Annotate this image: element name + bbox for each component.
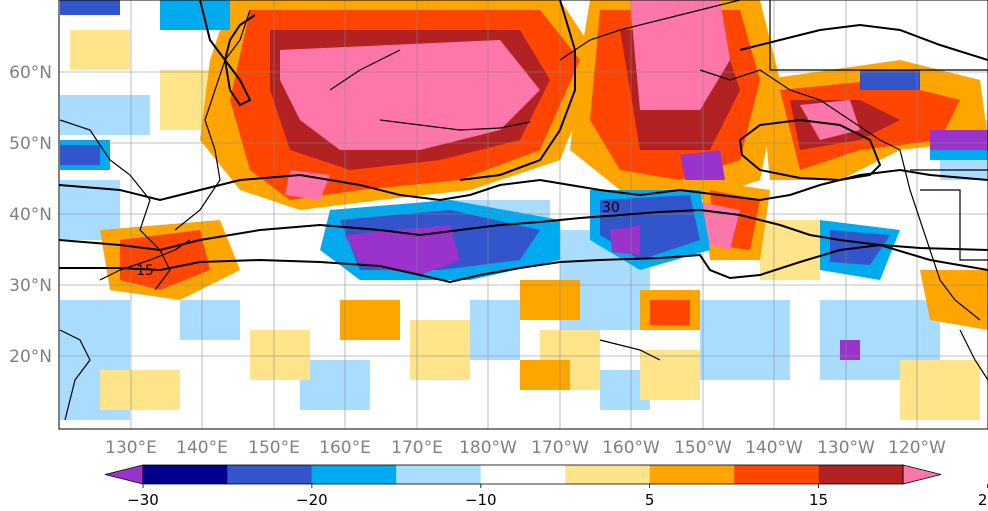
field-yellow (70, 30, 980, 420)
colorbar-outline (142, 464, 904, 485)
colorbar-segment (311, 465, 397, 484)
coastlines (59, 0, 988, 421)
contour-lines (59, 0, 988, 284)
contour-label-15: 15 (136, 263, 154, 279)
graticule (59, 0, 988, 429)
colorbar-segment (734, 465, 819, 484)
lon-label: 170°E (391, 438, 443, 458)
map-panel: 30 15 (59, 0, 988, 429)
colorbar-segment (227, 465, 312, 484)
colorbar: −30 −20 −10 5 15 25 (104, 464, 988, 509)
lat-labels: 60°N 50°N 40°N 30°N 20°N (9, 63, 52, 367)
lon-label: 180°W (459, 438, 517, 458)
colorbar-extend-low (104, 464, 144, 485)
lat-label: 30°N (9, 276, 52, 296)
lon-label: 150°W (674, 438, 732, 458)
colorbar-tick-label: −10 (465, 491, 497, 509)
lon-label: 120°W (888, 438, 946, 458)
colorbar-tick-label: 25 (978, 491, 988, 509)
lon-label: 160°E (319, 438, 371, 458)
lon-label: 130°W (817, 438, 875, 458)
lat-label: 20°N (9, 347, 52, 367)
colorbar-segment (565, 465, 650, 484)
colorbar-tick-label: −20 (296, 491, 328, 509)
colorbar-segment (396, 465, 481, 484)
lon-label: 170°W (531, 438, 589, 458)
colorbar-tick-label: 5 (645, 491, 655, 509)
colorbar-segment (480, 465, 566, 484)
lon-label: 140°W (745, 438, 803, 458)
map-frame (58, 0, 988, 430)
lon-label: 160°W (602, 438, 660, 458)
colorbar-segment (818, 465, 903, 484)
colorbar-extend-high (902, 464, 942, 485)
colorbar-tick-label: 15 (809, 491, 828, 509)
colorbar-tick-label: −30 (127, 491, 159, 509)
lat-label: 40°N (9, 205, 52, 225)
lon-labels: 130°E 140°E 150°E 160°E 170°E 180°W 170°… (105, 438, 946, 458)
colorbar-segment (143, 465, 228, 484)
lon-label: 140°E (176, 438, 228, 458)
field-purple (345, 130, 988, 360)
lat-label: 50°N (9, 134, 52, 154)
colorbar-segment (649, 465, 735, 484)
contour-label-30: 30 (602, 200, 620, 216)
lat-label: 60°N (9, 63, 52, 83)
lon-label: 130°E (105, 438, 157, 458)
lon-label: 150°E (248, 438, 300, 458)
